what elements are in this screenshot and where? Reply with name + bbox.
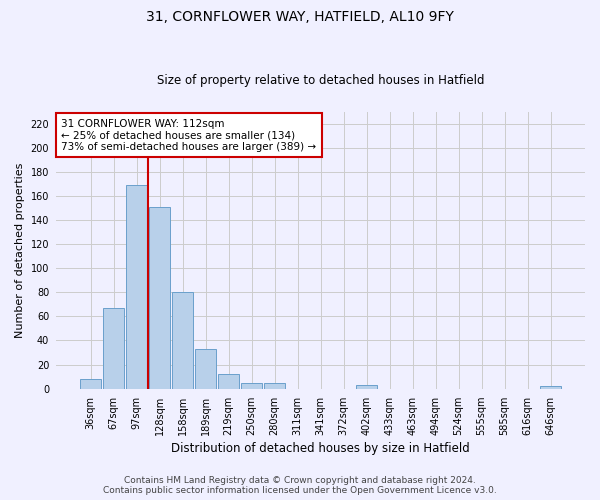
X-axis label: Distribution of detached houses by size in Hatfield: Distribution of detached houses by size …	[171, 442, 470, 455]
Bar	[149, 207, 170, 388]
Y-axis label: Number of detached properties: Number of detached properties	[15, 162, 25, 338]
Bar	[356, 385, 377, 388]
Bar	[540, 386, 561, 388]
Text: 31 CORNFLOWER WAY: 112sqm
← 25% of detached houses are smaller (134)
73% of semi: 31 CORNFLOWER WAY: 112sqm ← 25% of detac…	[61, 118, 317, 152]
Bar	[172, 292, 193, 388]
Bar	[195, 349, 216, 389]
Bar	[241, 382, 262, 388]
Bar	[126, 185, 147, 388]
Title: Size of property relative to detached houses in Hatfield: Size of property relative to detached ho…	[157, 74, 484, 87]
Text: 31, CORNFLOWER WAY, HATFIELD, AL10 9FY: 31, CORNFLOWER WAY, HATFIELD, AL10 9FY	[146, 10, 454, 24]
Bar	[103, 308, 124, 388]
Text: Contains HM Land Registry data © Crown copyright and database right 2024.
Contai: Contains HM Land Registry data © Crown c…	[103, 476, 497, 495]
Bar	[218, 374, 239, 388]
Bar	[264, 382, 285, 388]
Bar	[80, 379, 101, 388]
